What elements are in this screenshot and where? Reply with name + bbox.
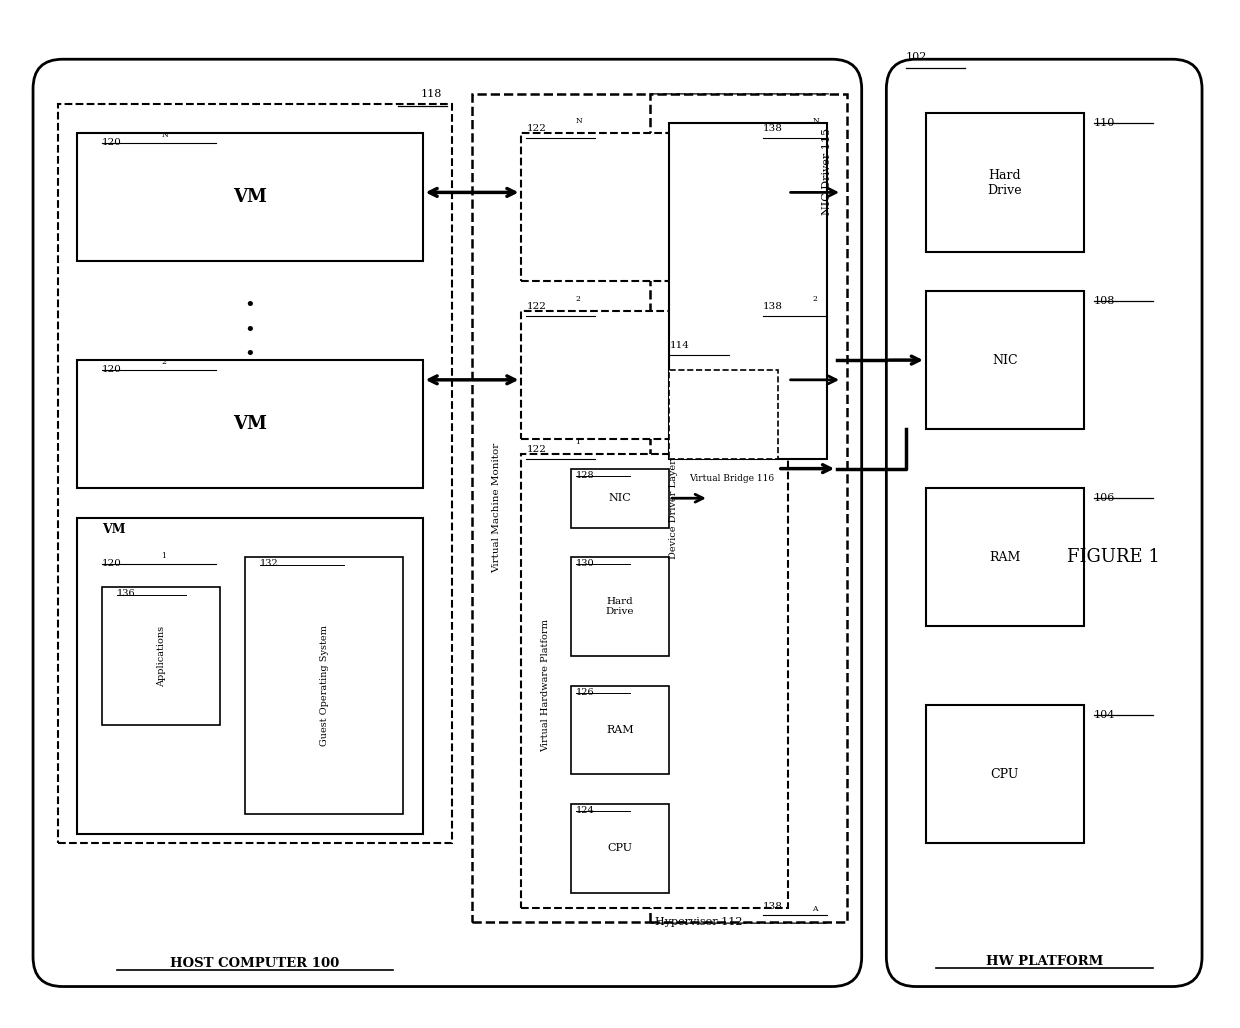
- Bar: [521, 453, 787, 908]
- Text: 138: 138: [763, 902, 782, 911]
- Bar: [650, 94, 847, 922]
- Text: HOST COMPUTER 100: HOST COMPUTER 100: [170, 957, 340, 970]
- Text: 114: 114: [670, 341, 689, 351]
- Text: N: N: [161, 132, 169, 139]
- Text: 110: 110: [1094, 118, 1115, 128]
- Text: 136: 136: [117, 589, 135, 598]
- Bar: [570, 686, 670, 774]
- Bar: [58, 104, 453, 844]
- Text: Hypervisor 112: Hypervisor 112: [655, 917, 742, 927]
- Text: •: •: [244, 297, 255, 315]
- Text: 1: 1: [575, 438, 580, 446]
- FancyBboxPatch shape: [33, 60, 862, 987]
- Bar: [926, 291, 1084, 429]
- Text: 120: 120: [102, 365, 122, 374]
- Bar: [246, 557, 403, 814]
- Bar: [670, 370, 777, 458]
- Bar: [77, 518, 423, 834]
- Text: Virtual Hardware Platform: Virtual Hardware Platform: [542, 619, 551, 752]
- Text: VM: VM: [233, 188, 267, 207]
- Bar: [570, 469, 670, 527]
- Bar: [521, 134, 787, 282]
- Text: 120: 120: [102, 138, 122, 147]
- Text: 124: 124: [575, 806, 594, 815]
- Text: Guest Operating System: Guest Operating System: [320, 625, 329, 746]
- Text: 120: 120: [102, 559, 122, 568]
- Text: 122: 122: [526, 302, 546, 310]
- Bar: [521, 310, 787, 439]
- Text: Device Driver Layer: Device Driver Layer: [670, 458, 678, 558]
- Text: 122: 122: [526, 445, 546, 453]
- Text: 104: 104: [1094, 710, 1115, 721]
- Bar: [670, 123, 827, 458]
- Text: CPU: CPU: [608, 843, 632, 853]
- Text: 106: 106: [1094, 493, 1115, 504]
- Text: •: •: [244, 346, 255, 364]
- Text: NIC: NIC: [992, 354, 1018, 367]
- Text: 126: 126: [575, 688, 594, 697]
- Text: 130: 130: [575, 559, 594, 568]
- Text: 118: 118: [422, 88, 443, 99]
- Text: Virtual Bridge 116: Virtual Bridge 116: [689, 474, 774, 482]
- Text: Hard
Drive: Hard Drive: [987, 169, 1022, 196]
- Bar: [926, 705, 1084, 844]
- Text: NIC Driver 115: NIC Driver 115: [822, 128, 832, 216]
- Text: 102: 102: [906, 52, 928, 62]
- Text: 2: 2: [161, 358, 166, 366]
- Bar: [570, 804, 670, 892]
- FancyBboxPatch shape: [887, 60, 1202, 987]
- Text: CPU: CPU: [991, 768, 1019, 781]
- Text: 2: 2: [575, 295, 580, 303]
- Text: NIC: NIC: [609, 493, 631, 504]
- Bar: [77, 360, 423, 488]
- Bar: [472, 94, 827, 922]
- Text: HW PLATFORM: HW PLATFORM: [986, 955, 1102, 968]
- Text: 128: 128: [575, 471, 594, 480]
- Text: Applications: Applications: [156, 625, 166, 687]
- Text: A: A: [812, 905, 818, 913]
- Text: 138: 138: [763, 124, 782, 134]
- Text: 122: 122: [526, 124, 546, 134]
- Text: VM: VM: [233, 415, 267, 433]
- Text: Hard
Drive: Hard Drive: [606, 597, 634, 617]
- Bar: [570, 557, 670, 656]
- Bar: [77, 134, 423, 261]
- Text: 138: 138: [763, 302, 782, 310]
- Text: 108: 108: [1094, 296, 1115, 306]
- Text: 1: 1: [161, 552, 166, 560]
- Text: RAM: RAM: [606, 725, 634, 735]
- Text: N: N: [575, 117, 583, 125]
- Text: •: •: [244, 322, 255, 339]
- Bar: [102, 587, 221, 725]
- Text: VM: VM: [102, 523, 125, 536]
- Text: Virtual Machine Monitor: Virtual Machine Monitor: [492, 443, 501, 574]
- Text: 132: 132: [260, 559, 279, 568]
- Text: N: N: [812, 117, 820, 125]
- Bar: [926, 113, 1084, 252]
- Text: FIGURE 1: FIGURE 1: [1066, 548, 1159, 566]
- Text: 2: 2: [812, 295, 817, 303]
- Text: RAM: RAM: [990, 551, 1021, 564]
- Bar: [926, 488, 1084, 626]
